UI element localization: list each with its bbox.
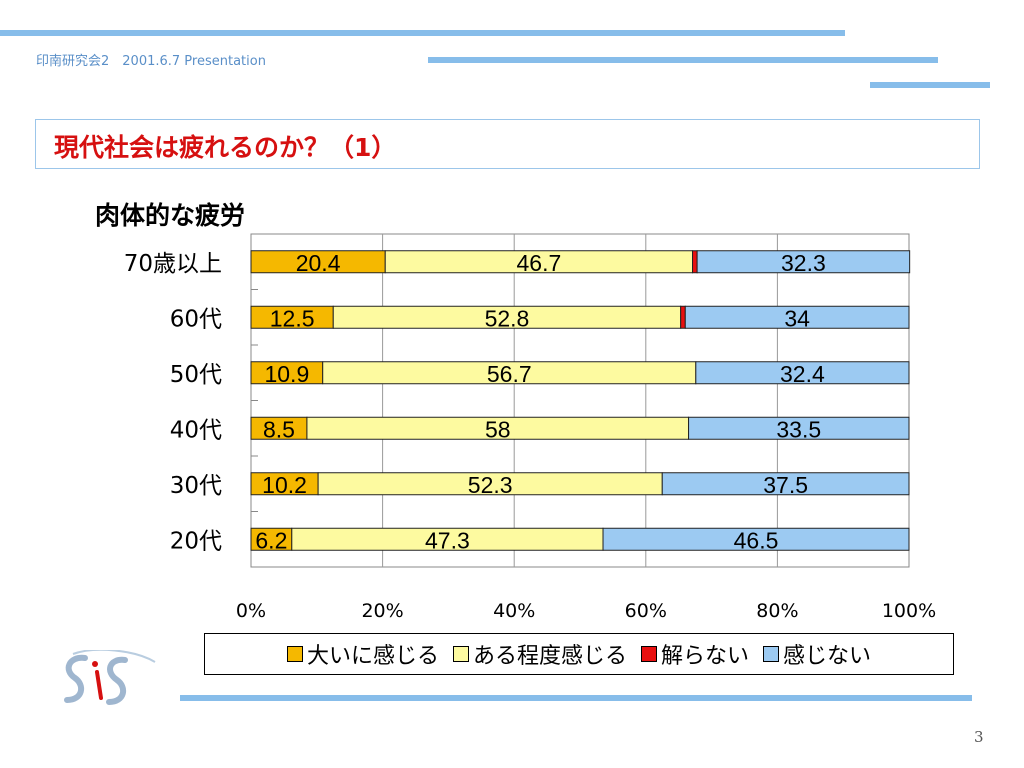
legend-item: 解らない bbox=[641, 638, 749, 670]
data-label: 12.5 bbox=[270, 305, 315, 331]
x-tick-label: 100% bbox=[882, 600, 936, 622]
category-label: 70歳以上 bbox=[124, 251, 222, 277]
bar-segment bbox=[688, 416, 910, 440]
data-label: 52.3 bbox=[468, 472, 513, 498]
legend-item: 大いに感じる bbox=[286, 638, 439, 670]
data-label: 33.5 bbox=[776, 416, 821, 442]
legend-item: 感じない bbox=[763, 638, 871, 670]
x-tick-label: 80% bbox=[756, 600, 798, 622]
legend-label: ある程度感じる bbox=[472, 644, 627, 669]
data-label: 10.9 bbox=[264, 361, 309, 387]
header-rule-2 bbox=[428, 57, 938, 63]
chart-legend: 大いに感じる ある程度感じる 解らない 感じない bbox=[204, 633, 954, 675]
chart-title: 肉体的な疲労 bbox=[95, 201, 246, 230]
x-tick-label: 20% bbox=[361, 600, 403, 622]
data-label: 32.3 bbox=[781, 250, 826, 276]
legend-swatch bbox=[641, 646, 657, 662]
x-tick-label: 0% bbox=[236, 600, 266, 622]
x-tick-label: 40% bbox=[493, 600, 535, 622]
legend-label: 感じない bbox=[783, 644, 872, 669]
bar-segment bbox=[684, 305, 910, 329]
data-label: 32.4 bbox=[780, 361, 825, 387]
data-label: 37.5 bbox=[763, 472, 808, 498]
category-label: 20代 bbox=[170, 528, 222, 554]
category-label: 40代 bbox=[170, 417, 222, 443]
legend-swatch bbox=[286, 646, 303, 662]
data-label: 20.4 bbox=[296, 250, 341, 276]
data-label: 46.5 bbox=[734, 527, 779, 553]
page-number: 3 bbox=[974, 728, 984, 746]
data-label: 58 bbox=[485, 416, 511, 442]
bar-segment bbox=[692, 250, 698, 274]
legend-label: 解らない bbox=[661, 644, 750, 669]
data-label: 46.7 bbox=[516, 250, 561, 276]
header-rule-3 bbox=[870, 82, 990, 88]
bar-segment bbox=[696, 250, 911, 274]
data-label: 8.5 bbox=[263, 416, 295, 442]
header-rule-1 bbox=[0, 30, 845, 36]
slide-title: 現代社会は疲れるのか？（1） bbox=[54, 133, 397, 162]
legend-swatch bbox=[763, 646, 780, 662]
category-label: 60代 bbox=[170, 306, 222, 332]
category-label: 50代 bbox=[170, 362, 222, 388]
category-label: 30代 bbox=[170, 473, 222, 499]
data-label: 6.2 bbox=[255, 527, 287, 553]
data-label: 47.3 bbox=[425, 527, 470, 553]
plot-frame bbox=[250, 233, 910, 568]
footer-rule bbox=[180, 695, 972, 701]
legend-item: ある程度感じる bbox=[452, 638, 627, 670]
x-tick-label: 60% bbox=[625, 600, 667, 622]
sis-logo-icon bbox=[64, 650, 156, 705]
data-label: 10.2 bbox=[262, 472, 307, 498]
title-box: 現代社会は疲れるのか？（1） bbox=[35, 119, 980, 169]
bar-segment bbox=[680, 305, 686, 329]
legend-swatch bbox=[452, 646, 469, 662]
bar-segment bbox=[695, 361, 910, 385]
data-label: 52.8 bbox=[485, 305, 530, 331]
data-label: 34 bbox=[784, 305, 810, 331]
bar-segment bbox=[661, 472, 910, 496]
header-text: 印南研究会2 2001.6.7 Presentation bbox=[36, 54, 266, 69]
legend-label: 大いに感じる bbox=[306, 644, 439, 669]
data-label: 56.7 bbox=[487, 361, 532, 387]
bar-segment bbox=[602, 527, 910, 551]
